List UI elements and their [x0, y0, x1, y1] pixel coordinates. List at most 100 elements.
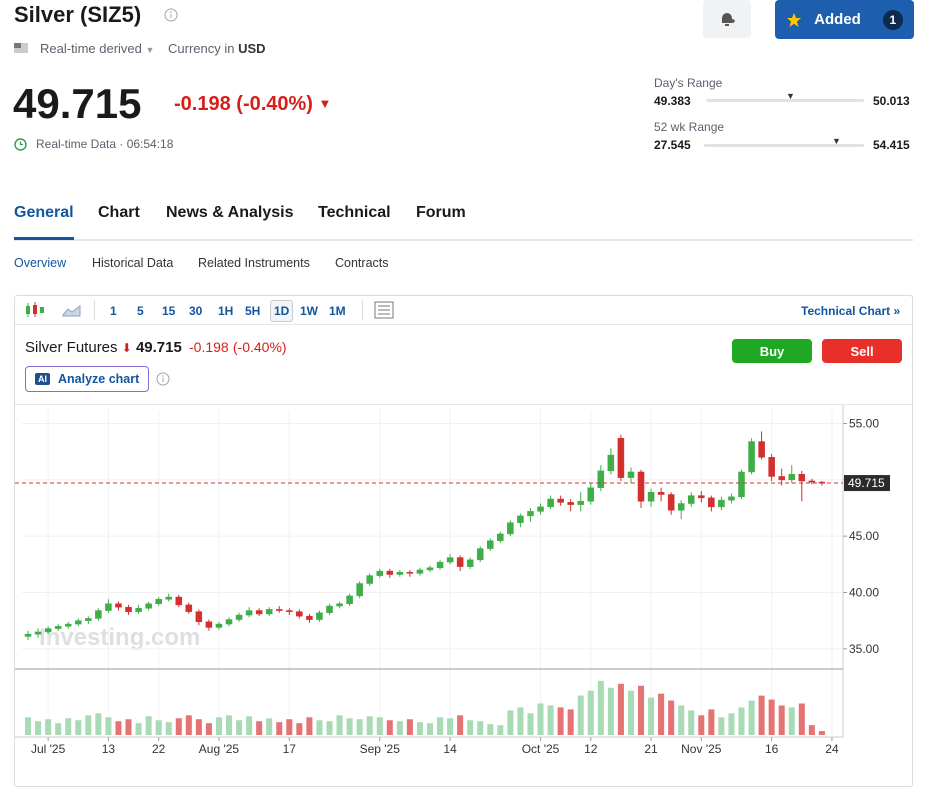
- candle-body: [396, 571, 404, 575]
- range-high: 54.415: [873, 138, 910, 152]
- candle-body: [667, 494, 675, 511]
- candle-body: [316, 612, 323, 620]
- technical-link[interactable]: Technical Chart »: [801, 304, 901, 318]
- analyze-button[interactable]: AI Analyze chart: [25, 366, 149, 392]
- volume-bar: [768, 699, 775, 735]
- title: Silver (SIZ5): [14, 2, 142, 27]
- interval[interactable]: 1W: [300, 304, 318, 318]
- sell-button[interactable]: Sell: [822, 339, 902, 363]
- volume-bar: [648, 697, 655, 735]
- source-text: Real-time derived: [40, 41, 142, 56]
- y-tick-label: 35.00: [849, 642, 879, 656]
- watchlist-button[interactable]: Added 1: [775, 0, 914, 39]
- range-label: Day's Range: [654, 76, 723, 90]
- candle-body: [617, 437, 625, 478]
- interval[interactable]: 15: [162, 304, 176, 318]
- last-price-box: [844, 475, 890, 492]
- tab[interactable]: Chart: [98, 204, 140, 221]
- volume-bar: [125, 719, 132, 735]
- volume-bar: [808, 725, 815, 735]
- layout-icon[interactable]: [374, 301, 394, 319]
- buy-button[interactable]: Buy: [732, 339, 812, 363]
- info-icon[interactable]: [164, 8, 178, 22]
- alert-button[interactable]: [703, 0, 751, 38]
- volume-bar: [698, 715, 705, 735]
- candle-body: [115, 603, 122, 608]
- subtab[interactable]: Contracts: [335, 256, 389, 270]
- volume-bar: [638, 685, 645, 735]
- candle-body: [165, 596, 172, 600]
- candle-body: [195, 611, 203, 623]
- watermark: Investing.com: [39, 624, 200, 651]
- candle-body: [125, 606, 132, 612]
- volume-bar: [587, 690, 594, 735]
- candle-body: [517, 515, 524, 523]
- volume-bar: [788, 707, 795, 735]
- candle-body: [406, 571, 414, 574]
- volume-bar: [55, 723, 62, 735]
- chart-divider: [15, 404, 912, 405]
- candle-body: [557, 498, 564, 503]
- candle-body: [738, 471, 745, 498]
- volume-bar: [617, 683, 624, 735]
- info-icon[interactable]: [156, 372, 170, 386]
- interval[interactable]: 5H: [245, 304, 261, 318]
- candle-body: [275, 609, 283, 611]
- volume-bar: [326, 721, 333, 735]
- candle-body: [677, 503, 685, 511]
- candle-body: [507, 522, 514, 535]
- area-icon[interactable]: [62, 303, 82, 317]
- volume-bar: [557, 707, 564, 735]
- candle-body: [637, 471, 645, 502]
- volume-bar: [627, 690, 634, 735]
- candle-body: [306, 615, 313, 620]
- range-bar: [706, 99, 864, 102]
- source[interactable]: Real-time derived ▼: [40, 41, 155, 56]
- volume-bar: [306, 717, 313, 735]
- volume-bar: [678, 705, 685, 735]
- interval[interactable]: 30: [189, 304, 203, 318]
- x-tick-label: 16: [765, 742, 779, 756]
- interval[interactable]: 1M: [329, 304, 346, 318]
- y-tick-label: 40.00: [849, 586, 879, 600]
- volume-bar: [356, 719, 363, 735]
- subtab[interactable]: Related Instruments: [198, 256, 310, 270]
- volume-bar: [437, 717, 444, 735]
- subtab[interactable]: Historical Data: [92, 256, 174, 270]
- added-label: Added: [814, 11, 861, 28]
- subtab[interactable]: Overview: [14, 256, 67, 270]
- candle-body: [205, 621, 213, 628]
- candle-body: [456, 557, 464, 567]
- instrument-name: Silver Futures: [25, 339, 118, 356]
- tab[interactable]: News & Analysis: [166, 204, 294, 221]
- interval[interactable]: 1H: [218, 304, 234, 318]
- analyze-label: Analyze chart: [58, 372, 140, 386]
- interval[interactable]: 5: [137, 304, 144, 318]
- candle-body: [547, 498, 554, 508]
- candle-icon[interactable]: [24, 302, 46, 318]
- candle-body: [85, 618, 92, 621]
- tab[interactable]: General: [14, 204, 74, 221]
- volume-bar: [175, 718, 182, 735]
- candle-body: [627, 471, 635, 478]
- ai-badge: AI: [35, 373, 50, 385]
- volume-bar: [457, 715, 464, 735]
- candle-body: [34, 631, 42, 635]
- volume-bar: [45, 719, 52, 735]
- volume-bar: [65, 718, 72, 735]
- tab[interactable]: Technical: [318, 204, 391, 221]
- candle-body: [778, 476, 785, 481]
- x-tick-label: 24: [825, 742, 839, 756]
- interval-active[interactable]: 1D: [270, 300, 294, 322]
- candle-body: [607, 454, 615, 472]
- candle-body: [75, 620, 82, 625]
- volume-bar: [396, 721, 403, 735]
- volume-bar: [507, 710, 514, 735]
- candle-body: [798, 473, 806, 482]
- interval[interactable]: 1: [110, 304, 117, 318]
- volume-bar: [487, 724, 494, 735]
- volume-bar: [688, 710, 695, 735]
- volume-bar: [25, 717, 32, 735]
- quote-time: Real-time Data · 06:54:18: [36, 137, 174, 151]
- tab[interactable]: Forum: [416, 204, 466, 221]
